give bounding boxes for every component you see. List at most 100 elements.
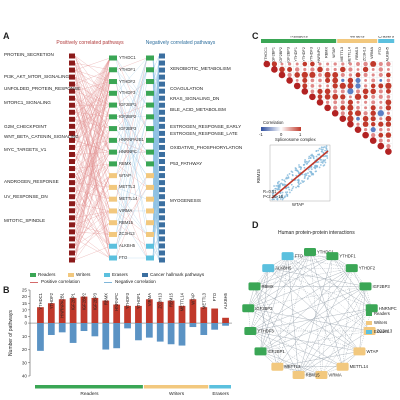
edge-gene	[115, 57, 148, 153]
c-cell-dot	[333, 105, 338, 110]
edge-positive	[74, 57, 111, 127]
scatter-point	[309, 156, 312, 159]
edge-positive	[74, 105, 111, 232]
scatter-point	[322, 160, 324, 163]
c-cell-dot	[332, 77, 339, 84]
ppi-edge	[260, 251, 311, 352]
edge-positive	[74, 55, 111, 82]
b-ytick-label: 40	[22, 374, 28, 379]
gene-label: ZC3H13	[119, 231, 135, 237]
edge-positive	[74, 57, 111, 141]
edge-positive	[74, 116, 111, 197]
ppi-edge	[321, 366, 343, 376]
legend-hallmark-label: Cancer hallmark pathways	[150, 272, 205, 277]
ppi-node-label: WTAP	[366, 349, 378, 354]
edge-negative	[152, 116, 160, 239]
ppi-node-label: METTL3	[284, 364, 301, 369]
gene-node-right	[146, 90, 154, 96]
b-category-label: YTHDC1	[38, 292, 43, 309]
scatter-point	[285, 186, 288, 189]
c-cell-diag	[324, 104, 331, 112]
ppi-edge	[268, 268, 372, 309]
c-cell-dot	[310, 67, 315, 72]
ppi-node	[292, 370, 305, 379]
c-cell-dot	[379, 106, 383, 110]
edge-gene	[115, 57, 148, 200]
scatter-point	[291, 171, 294, 173]
ppi-edge	[250, 330, 343, 367]
left-pathway-node	[69, 243, 75, 249]
left-pathway-label: PI3K_AKT_MTOR_SIGNALING	[4, 74, 70, 79]
b-bar-positive	[102, 300, 110, 324]
left-pathway-node	[69, 173, 75, 179]
ppi-edge	[298, 308, 372, 376]
c-cell-dot	[362, 115, 369, 122]
ppi-edge	[250, 268, 352, 332]
scatter-point	[310, 171, 312, 174]
c-cell-dot	[309, 71, 316, 79]
scatter-point	[307, 168, 310, 171]
c-cell-dot	[295, 62, 299, 66]
scatter-point	[311, 155, 313, 157]
left-pathway-node	[69, 81, 75, 87]
ppi-edge	[254, 286, 299, 376]
gene-label: RBMX	[119, 160, 132, 166]
b-category-label: RBMX	[103, 293, 108, 305]
scatter-point	[296, 170, 299, 172]
right-pathway-node	[159, 95, 165, 101]
gene-label: IGF2BP3	[119, 125, 137, 131]
b-ytick-label: 15	[22, 301, 28, 306]
c-cell-dot	[279, 66, 285, 73]
c-cell-dot	[326, 84, 330, 88]
c-cell-dot	[356, 89, 360, 94]
ppi-node-label: IGF2BP2	[255, 306, 273, 311]
edge-positive	[74, 154, 111, 200]
scatter-point	[305, 172, 307, 175]
edge-gene	[115, 69, 148, 176]
edge-positive	[74, 231, 111, 235]
gene-node-right	[146, 137, 154, 143]
c-cell-dot	[379, 117, 383, 121]
scatter-point	[308, 155, 311, 158]
scatter-point	[323, 146, 326, 148]
edge-positive	[74, 57, 111, 148]
scatter-point	[279, 183, 282, 185]
c-cell-dot	[347, 88, 354, 95]
gene-node-left	[109, 102, 117, 108]
scatter-point	[323, 164, 326, 166]
gene-node-right	[146, 79, 154, 85]
panel-a-left-nodes	[69, 53, 75, 263]
panel-b-group-bars: Readers Writers Erasers	[35, 385, 231, 397]
scatter-point	[288, 173, 291, 175]
ppi-node-label: FTO	[295, 254, 304, 259]
b-bar-negative	[156, 323, 164, 342]
scatter-point	[320, 150, 323, 153]
ppi-edge	[268, 268, 360, 352]
c-group-label: Erasers	[378, 36, 395, 39]
ppi-edge	[298, 286, 366, 376]
b-ytick-label: 20	[22, 347, 28, 352]
b-bar-negative	[113, 323, 121, 349]
ppi-node-label: RBM15	[306, 372, 321, 377]
b-bar-positive	[200, 307, 208, 324]
edge-positive	[74, 57, 111, 225]
gene-node-right	[146, 184, 154, 190]
scatter-point	[298, 166, 301, 168]
scatter-point	[301, 179, 303, 182]
ppi-node-label: YTHDC1	[317, 250, 334, 255]
right-pathway-label: COAGULATION	[170, 86, 204, 91]
left-pathway-node	[69, 208, 75, 214]
c-cell-dot	[364, 78, 368, 82]
left-pathway-node	[69, 95, 75, 101]
edge-gene	[115, 69, 148, 129]
b-bar-positive	[113, 304, 121, 324]
right-pathway-node	[159, 130, 165, 136]
right-pathway-node	[159, 236, 165, 242]
ppi-edge	[309, 251, 343, 367]
edge-positive	[74, 140, 111, 254]
edge-gene	[115, 57, 148, 94]
b-bar-negative	[222, 323, 229, 326]
c-cell-dot	[318, 62, 322, 66]
scatter-point	[306, 162, 309, 165]
gene-label: METTL3	[119, 184, 136, 190]
